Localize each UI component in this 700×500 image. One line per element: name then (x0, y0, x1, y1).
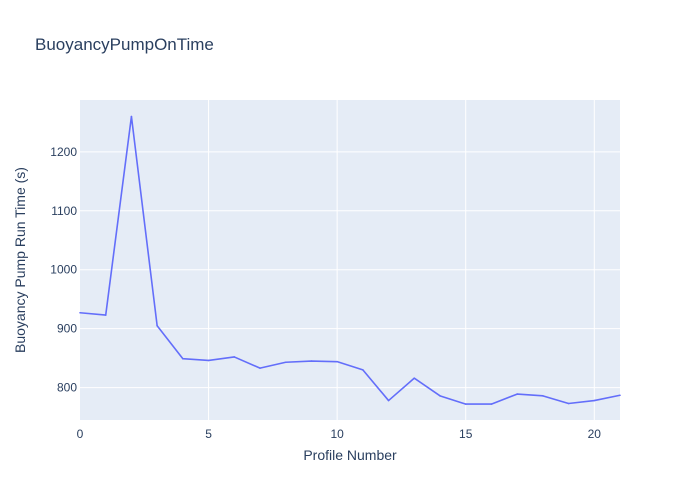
y-axis-ticks: 800 900 1000 1100 1200 (50, 145, 77, 395)
data-point (619, 394, 621, 397)
x-tick-label: 5 (205, 427, 212, 441)
data-point (207, 359, 210, 362)
data-point (362, 369, 364, 371)
data-point (182, 357, 184, 360)
data-point (387, 399, 390, 402)
data-point (567, 402, 570, 405)
series-line (79, 115, 621, 405)
plot-area (80, 100, 620, 420)
data-point (413, 377, 416, 379)
y-tick-label: 1000 (50, 263, 77, 277)
y-tick-label: 800 (57, 381, 77, 395)
chart-title: BuoyancyPumpOnTime (35, 35, 214, 54)
data-point (310, 360, 313, 362)
data-point (79, 311, 81, 314)
x-tick-label: 0 (77, 427, 84, 441)
data-point (233, 356, 236, 358)
y-axis-label: Buoyancy Pump Run Time (s) (12, 167, 28, 353)
data-point (259, 367, 261, 369)
data-point (130, 115, 133, 118)
data-point (516, 393, 518, 395)
series-group (79, 115, 621, 405)
data-point (439, 395, 441, 397)
data-point (284, 361, 287, 364)
data-point (542, 395, 544, 397)
y-tick-label: 1200 (50, 145, 77, 159)
data-point (593, 399, 596, 402)
x-axis-ticks: 0 5 10 15 20 (77, 427, 602, 441)
x-tick-label: 15 (459, 427, 473, 441)
grid-lines (80, 100, 620, 420)
x-axis-label: Profile Number (303, 447, 397, 463)
data-point (104, 314, 107, 316)
data-point (464, 403, 467, 405)
data-point (490, 403, 493, 405)
x-tick-label: 10 (330, 427, 344, 441)
y-tick-label: 900 (57, 322, 77, 336)
data-point (336, 360, 338, 363)
x-tick-label: 20 (588, 427, 602, 441)
data-point (156, 324, 158, 327)
y-tick-label: 1100 (51, 204, 77, 218)
